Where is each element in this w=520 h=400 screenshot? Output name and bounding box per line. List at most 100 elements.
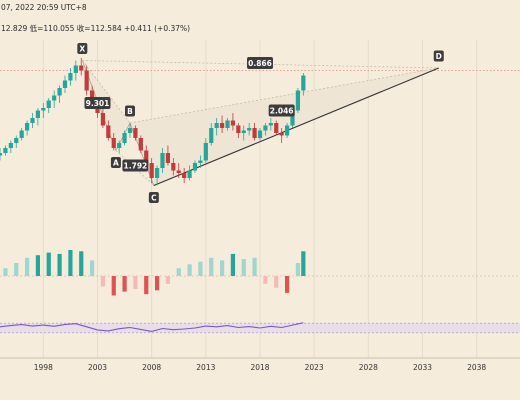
histogram-bar [79,251,84,276]
pattern-point-label-x: X [79,45,85,54]
candle-body [198,160,203,163]
pattern-point-label-c: C [151,194,157,203]
candle-body [214,123,219,128]
histogram-bar [252,257,257,276]
pattern-ratio-line [82,60,439,69]
candle-body [274,123,279,133]
candle-body [171,163,176,171]
candle-body [203,143,208,161]
histogram-bar [24,257,30,276]
pattern-ratio-line [82,60,131,124]
candle-body [182,173,187,178]
candle-body [284,125,290,136]
candle-body [35,110,41,118]
ratio-label: 0.866 [248,59,272,68]
histogram-bar [165,276,171,284]
histogram-bar [219,260,225,276]
candle-body [263,125,268,131]
histogram-bar [284,276,290,293]
ratio-badge [268,104,295,117]
histogram-bar [68,250,73,276]
histogram-bar [57,253,62,276]
x-tick-label: 2033 [413,363,432,372]
candle-body [41,108,46,111]
candle-body [268,123,273,126]
candle-body [144,150,149,163]
candle-body [290,110,295,126]
candle-body [236,125,241,133]
candle-body [111,138,116,148]
pattern-point-label-b: B [127,107,133,116]
histogram-bar [274,276,279,288]
candle-body [279,133,284,136]
pattern-point-badge [77,43,88,54]
pattern-point-badge [125,105,135,117]
candle-body [257,130,263,138]
candle-body [138,138,143,151]
pattern-point-badge [110,157,121,168]
candle-body [73,65,78,73]
candle-body [62,80,68,88]
candle-body [219,123,225,128]
candle-body [89,90,95,103]
candle-body [165,153,171,163]
histogram-bar [111,276,116,296]
histogram-bar [230,253,236,276]
ratio-label: 1.792 [124,162,148,171]
candle-body [154,168,160,178]
candle-body [79,65,84,71]
candle-body [247,128,252,131]
x-tick-label: 2018 [250,363,269,372]
header-date: 07, 2022 20:59 UTC+8 [1,3,87,12]
x-tick-label: 2028 [359,363,378,372]
histogram-bar [295,263,301,276]
x-tick-label: 2003 [88,363,107,372]
histogram-bar [46,252,51,276]
histogram-bar [263,276,268,284]
ratio-label: 9.301 [86,99,110,108]
candle-body [230,120,236,126]
histogram-bar [89,260,95,276]
candle-body [100,113,106,126]
candle-body [57,88,62,96]
candle-body [295,90,301,111]
oscillator-line [0,322,304,332]
histogram-bar [209,257,214,276]
x-tick-label: 2023 [305,363,324,372]
x-tick-label: 2008 [142,363,161,372]
histogram-bar [198,261,203,276]
ratio-badge [122,159,149,172]
candle-body [30,118,35,123]
pattern-point-label-a: A [113,159,119,168]
candle-body [19,130,24,138]
histogram-bar [100,276,106,287]
histogram-bar [122,276,127,292]
candle-body [127,128,133,133]
candle-body [149,163,154,178]
candle-body [160,153,165,168]
histogram-bar [176,268,181,276]
histogram-bar [14,263,19,276]
candle-body [241,130,246,133]
histogram-bar [187,264,192,276]
candle-body [3,148,8,153]
histogram-bar [301,251,306,276]
candle-body [209,128,214,143]
candle-body [84,70,89,91]
histogram-bar [154,276,160,291]
candle-body [14,138,19,143]
x-tick-label: 2038 [467,363,486,372]
candle-body [176,170,181,173]
candle-body [225,120,230,128]
candle-body [301,75,306,91]
candle-body [117,143,122,148]
candle-body [24,123,30,131]
pattern-point-badge [433,50,444,62]
candle-body [133,128,138,138]
histogram-bar [3,268,8,276]
ratio-label: 2.046 [270,107,294,116]
candle-body [8,143,13,148]
pattern-ratio-line [129,67,439,124]
